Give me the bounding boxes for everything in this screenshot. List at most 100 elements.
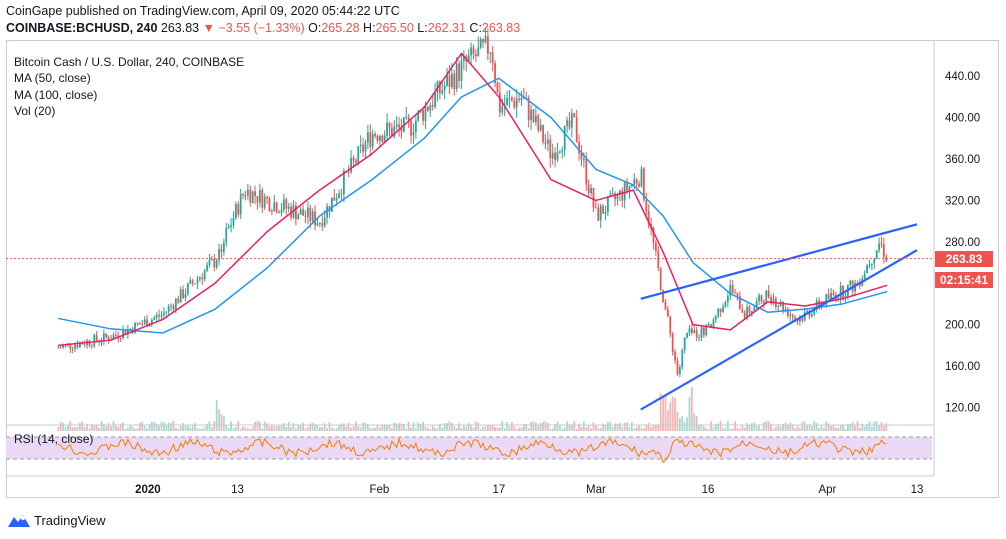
volume-bar [287, 422, 290, 431]
volume-bar [378, 427, 381, 431]
price-candle [753, 306, 756, 312]
price-candle [693, 330, 696, 333]
volume-bar [609, 422, 612, 431]
volume-bar [414, 428, 417, 431]
volume-bar [198, 428, 201, 431]
price-candle [498, 92, 501, 113]
price-candle [434, 92, 436, 107]
volume-bar [827, 423, 830, 431]
price-candle [213, 258, 216, 268]
volume-bar [671, 396, 674, 431]
price-candle [616, 194, 619, 200]
price-candle [172, 305, 175, 310]
volume-bar [102, 423, 105, 431]
price-candle [362, 144, 364, 152]
volume-bar [513, 426, 516, 431]
volume-bar [76, 427, 79, 431]
price-candle [299, 209, 302, 215]
volume-bar [206, 423, 208, 431]
volume-bar [784, 422, 787, 431]
ma50-line [58, 52, 888, 347]
price-candle [815, 300, 818, 310]
volume-bar [738, 428, 741, 431]
volume-bar [647, 422, 650, 431]
price-candle [350, 158, 352, 173]
legend-ma50[interactable]: MA (50, close) [14, 71, 91, 85]
volume-bar [294, 428, 297, 431]
price-candle [95, 335, 98, 341]
volume-bar [95, 425, 98, 431]
volume-bar [537, 425, 540, 431]
price-candle [542, 124, 544, 143]
price-candle [402, 117, 405, 132]
volume-bar [734, 421, 736, 431]
volume-bar [201, 428, 204, 431]
volume-bar [532, 421, 535, 431]
volume-bar [381, 424, 384, 431]
high-value: 265.50 [375, 21, 414, 35]
volume-bar [839, 424, 842, 431]
volume-bar [165, 424, 168, 431]
legend-rsi[interactable]: RSI (14, close) [14, 432, 94, 446]
volume-bar [170, 423, 172, 431]
price-candle [882, 244, 885, 257]
volume-bar [268, 426, 271, 431]
legend-volume[interactable]: Vol (20) [14, 104, 56, 118]
volume-bar [98, 427, 100, 431]
price-candle [330, 197, 333, 212]
price-candle [491, 52, 494, 64]
volume-bar [806, 425, 808, 431]
volume-bar [364, 422, 367, 431]
volume-bar [335, 428, 338, 431]
volume-bar [782, 423, 784, 431]
volume-bar [227, 427, 230, 431]
volume-bar [460, 427, 463, 431]
volume-bar [820, 424, 823, 431]
volume-bar [244, 427, 247, 431]
price-candle [645, 199, 648, 212]
price-candle [71, 348, 74, 350]
price-candle [681, 350, 684, 367]
price-candle [748, 306, 751, 314]
volume-bar [160, 421, 163, 431]
rsi-band [6, 437, 932, 459]
volume-bar [726, 421, 729, 431]
price-candle [642, 168, 645, 200]
price-candle [256, 196, 259, 203]
volume-bar [141, 421, 144, 431]
price-candle [189, 280, 192, 284]
chart-frame[interactable] [6, 40, 999, 498]
ohlc-line: COINBASE:BCHUSD, 240 263.83 ▼ −3.55 (−1.… [6, 21, 520, 35]
price-candle [388, 122, 391, 128]
price-candle [762, 301, 765, 304]
price-candle [203, 270, 206, 280]
price-candle [808, 311, 811, 317]
price-candle [134, 322, 136, 333]
price-candle [352, 158, 355, 161]
volume-bar [491, 424, 494, 431]
price-candle [359, 144, 362, 146]
price-candle [414, 120, 417, 133]
tradingview-footer[interactable]: TradingView [8, 513, 106, 528]
price-candle [76, 345, 79, 348]
price-candle [426, 106, 429, 111]
volume-bar [119, 423, 122, 431]
volume-bar [707, 428, 710, 431]
volume-bar [868, 421, 871, 431]
price-candle [405, 116, 408, 118]
volume-bar [316, 425, 319, 431]
volume-bar [777, 425, 780, 431]
volume-bar [258, 421, 261, 431]
price-candle [662, 290, 664, 302]
volume-bar [818, 428, 820, 431]
price-candle [184, 293, 187, 298]
volume-bar [813, 421, 816, 431]
volume-bar [486, 425, 489, 431]
volume-bar [359, 427, 362, 431]
price-candle [390, 127, 393, 137]
volume-bar [582, 421, 585, 431]
price-candle [316, 223, 319, 226]
volume-bar [585, 427, 588, 431]
legend-ma100[interactable]: MA (100, close) [14, 88, 98, 102]
